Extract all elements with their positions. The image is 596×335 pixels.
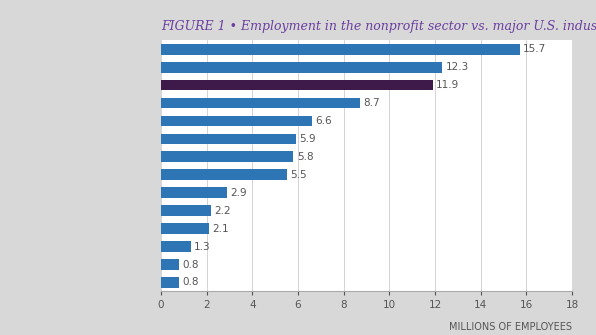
Text: 11.9: 11.9 [436,80,460,90]
X-axis label: MILLIONS OF EMPLOYEES: MILLIONS OF EMPLOYEES [449,322,572,332]
Bar [161,116,312,126]
Bar [161,170,287,180]
Text: 2.1: 2.1 [212,224,229,233]
Bar [161,223,209,234]
Text: 0.8: 0.8 [182,277,199,287]
Text: 5.8: 5.8 [297,152,313,162]
Text: 1.3: 1.3 [194,242,210,252]
Bar [161,134,296,144]
Bar [161,277,179,288]
Text: 12.3: 12.3 [445,62,468,72]
Bar [161,151,293,162]
Text: 2.2: 2.2 [215,206,231,216]
Bar [161,97,359,109]
Text: 8.7: 8.7 [363,98,380,108]
Text: FIGURE 1 • Employment in the nonprofit sector vs. major U.S. industries, 2015: FIGURE 1 • Employment in the nonprofit s… [161,20,596,34]
Bar [161,205,211,216]
Bar [161,187,227,198]
Bar [161,44,520,55]
Text: 6.6: 6.6 [315,116,332,126]
Text: 2.9: 2.9 [231,188,247,198]
Bar [161,241,191,252]
Text: 0.8: 0.8 [182,260,199,270]
Text: 5.9: 5.9 [299,134,316,144]
Text: 5.5: 5.5 [290,170,306,180]
Bar [161,259,179,270]
Bar [161,80,433,90]
Text: 15.7: 15.7 [523,44,547,54]
Bar [161,62,442,72]
